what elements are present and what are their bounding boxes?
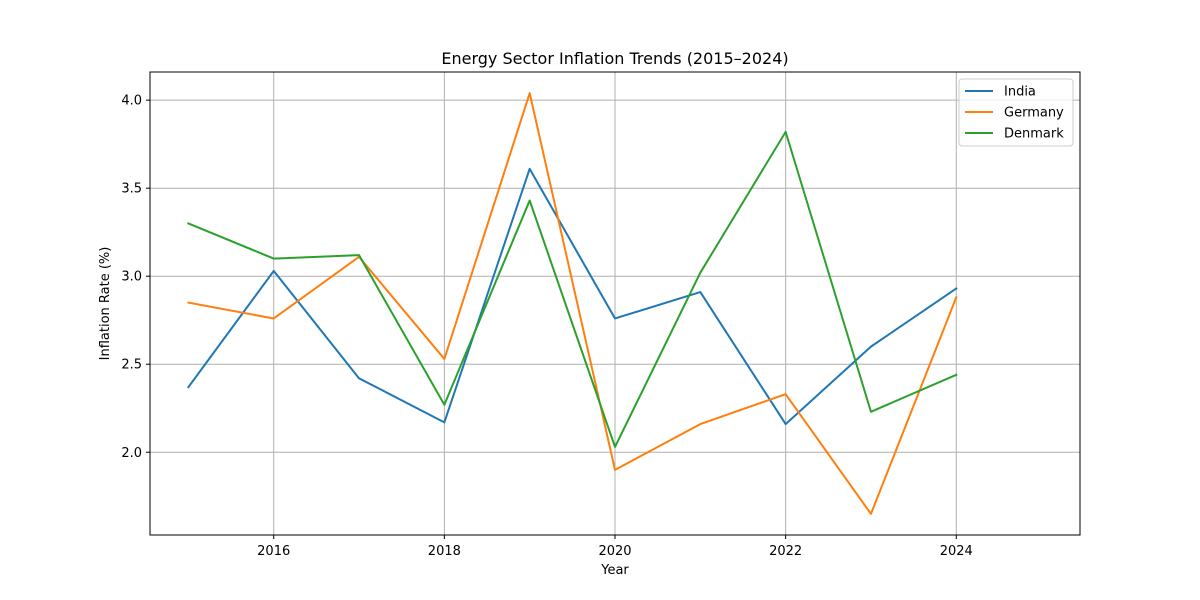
legend-label-india: India bbox=[1004, 85, 1036, 100]
x-tick-label: 2020 bbox=[598, 544, 631, 559]
x-tick-label: 2016 bbox=[257, 544, 290, 559]
series-lines bbox=[186, 92, 958, 515]
legend-label-germany: Germany bbox=[1004, 106, 1064, 121]
chart-title: Energy Sector Inflation Trends (2015–202… bbox=[441, 49, 788, 68]
y-tick-label: 4.0 bbox=[121, 94, 142, 109]
y-axis-title: Inflation Rate (%) bbox=[98, 247, 113, 361]
legend-box bbox=[958, 78, 1074, 147]
grid bbox=[150, 72, 1080, 535]
x-axis-title: Year bbox=[600, 563, 629, 578]
axis-ticks: 2016 2018 2020 2022 2024 2.0 2.5 3.0 3.5 4.0 bbox=[121, 94, 973, 559]
legend: India Germany Denmark bbox=[958, 78, 1074, 147]
y-tick-label: 3.0 bbox=[121, 270, 142, 285]
series-line-india bbox=[186, 167, 958, 426]
series-line-denmark bbox=[187, 130, 958, 448]
x-tick-label: 2022 bbox=[769, 544, 802, 559]
legend-label-denmark: Denmark bbox=[1004, 127, 1064, 142]
y-tick-label: 2.5 bbox=[121, 358, 142, 373]
y-tick-label: 3.5 bbox=[121, 182, 142, 197]
series-line-germany bbox=[187, 92, 958, 515]
y-tick-label: 2.0 bbox=[121, 446, 142, 461]
x-tick-label: 2024 bbox=[940, 544, 973, 559]
x-tick-label: 2018 bbox=[428, 544, 461, 559]
